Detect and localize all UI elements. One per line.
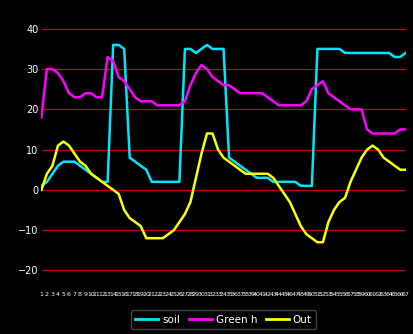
Green h [320, 79, 325, 83]
Green h [105, 55, 110, 59]
Green h [402, 128, 407, 132]
Out [188, 200, 192, 204]
Out [314, 240, 319, 244]
Out [325, 220, 330, 224]
Green h [380, 132, 385, 136]
Green h [83, 91, 88, 95]
soil [380, 51, 385, 55]
Line: Out: Out [41, 134, 405, 242]
soil [110, 43, 115, 47]
Out [209, 132, 214, 136]
Green h [39, 115, 44, 119]
Out [39, 188, 44, 192]
soil [39, 184, 44, 188]
soil [83, 168, 88, 172]
Line: soil: soil [41, 45, 405, 186]
Out [380, 156, 385, 160]
Green h [193, 71, 198, 75]
soil [94, 176, 99, 180]
Green h [209, 75, 214, 79]
Green h [369, 132, 374, 136]
soil [209, 47, 214, 51]
Out [66, 144, 71, 148]
soil [193, 51, 198, 55]
Line: Green h: Green h [41, 57, 405, 134]
Out [402, 168, 407, 172]
Green h [66, 91, 71, 95]
Out [83, 164, 88, 168]
soil [402, 51, 407, 55]
Out [204, 132, 209, 136]
soil [320, 47, 325, 51]
Legend: soil, Green h, Out: soil, Green h, Out [131, 311, 315, 329]
